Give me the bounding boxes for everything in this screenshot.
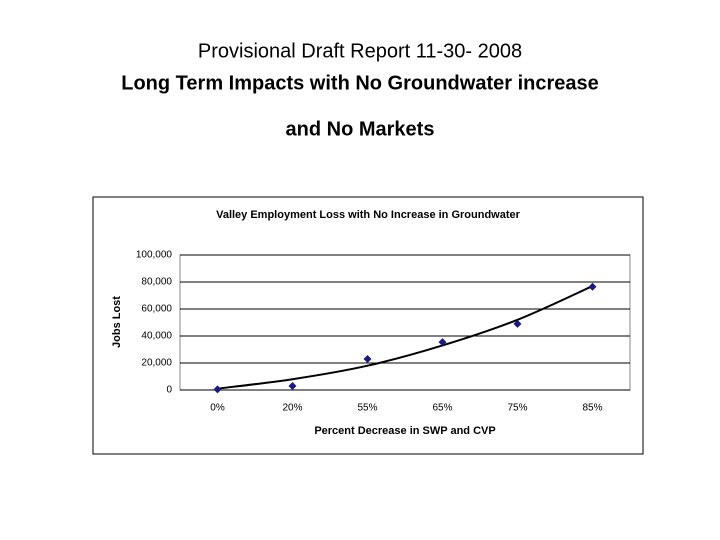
data-point <box>513 319 522 328</box>
x-tick-label: 75% <box>507 403 527 414</box>
y-tick-label: 20,000 <box>141 358 172 369</box>
x-tick-label: 0% <box>210 403 225 414</box>
trend-line <box>217 285 593 390</box>
y-tick-label: 40,000 <box>141 331 172 342</box>
x-tick-label: 65% <box>432 403 452 414</box>
slide-subtitle: and No Markets <box>286 118 435 140</box>
y-axis-label: Jobs Lost <box>111 296 123 348</box>
slide-title: Provisional Draft Report 11-30- 2008 <box>198 40 522 62</box>
x-axis-label: Percent Decrease in SWP and CVP <box>314 425 495 437</box>
x-tick-label: 55% <box>357 403 377 414</box>
data-point <box>213 385 222 394</box>
y-tick-label: 100,000 <box>136 250 173 261</box>
data-point <box>363 354 372 363</box>
x-tick-label: 85% <box>582 403 602 414</box>
y-tick-label: 80,000 <box>141 277 172 288</box>
x-tick-label: 20% <box>282 403 302 414</box>
y-tick-label: 60,000 <box>141 304 172 315</box>
chart-title: Valley Employment Loss with No Increase … <box>216 209 521 221</box>
slide-subtitle: Long Term Impacts with No Groundwater in… <box>121 72 599 94</box>
chart-frame <box>92 196 644 455</box>
y-tick-label: 0 <box>166 385 172 396</box>
data-point <box>588 282 597 291</box>
data-point <box>288 381 297 390</box>
data-point <box>438 338 447 347</box>
